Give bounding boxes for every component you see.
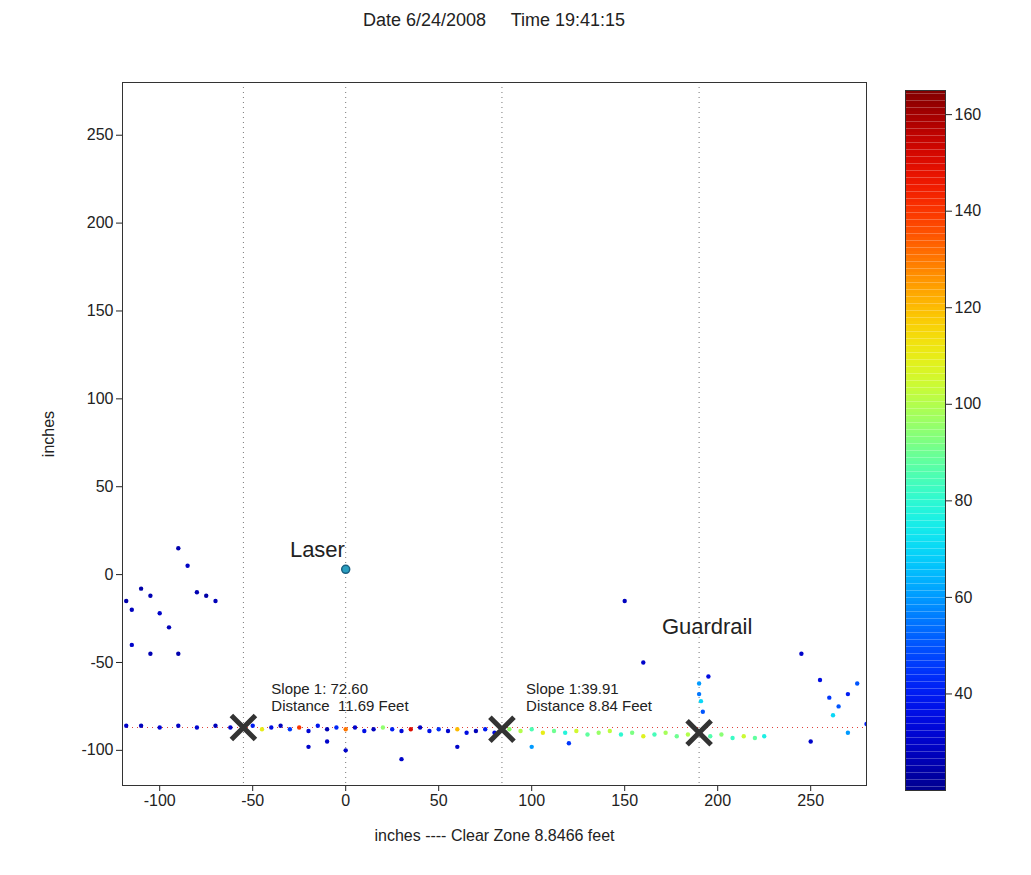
svg-text:80: 80	[955, 492, 973, 509]
svg-text:Slope 1: 72.60: Slope 1: 72.60	[271, 680, 368, 697]
svg-text:0: 0	[105, 566, 114, 583]
svg-text:Distance 11.69 Feet: Distance 11.69 Feet	[271, 697, 409, 714]
svg-text:250: 250	[797, 792, 824, 809]
svg-text:100: 100	[87, 390, 114, 407]
svg-text:50: 50	[430, 792, 448, 809]
svg-text:-50: -50	[241, 792, 264, 809]
svg-text:40: 40	[955, 685, 973, 702]
svg-text:60: 60	[955, 589, 973, 606]
svg-text:200: 200	[704, 792, 731, 809]
html-text:Date 6/24/2008 Time 19:41:15: Date 6/24/2008 Time 19:41:15	[362, 10, 626, 30]
svg-text:Guardrail: Guardrail	[662, 614, 752, 639]
svg-text:Slope 1:39.91: Slope 1:39.91	[526, 680, 619, 697]
svg-text:120: 120	[955, 299, 982, 316]
svg-text:160: 160	[955, 106, 982, 123]
svg-text:inches ---- Clear Zone 8.8466: inches ---- Clear Zone 8.8466 feet	[374, 827, 615, 844]
svg-text:Distance 8.84 Feet: Distance 8.84 Feet	[526, 697, 653, 714]
svg-text:-100: -100	[81, 741, 113, 758]
svg-text:inches: inches	[40, 411, 57, 457]
svg-text:140: 140	[955, 202, 982, 219]
svg-text:-50: -50	[90, 654, 113, 671]
svg-text:150: 150	[87, 302, 114, 319]
svg-text:100: 100	[955, 395, 982, 412]
svg-text:200: 200	[87, 214, 114, 231]
svg-text:Laser: Laser	[290, 537, 345, 562]
svg-text:0: 0	[341, 792, 350, 809]
svg-text:-100: -100	[144, 792, 176, 809]
svg-text:150: 150	[611, 792, 638, 809]
svg-text:250: 250	[87, 126, 114, 143]
svg-text:100: 100	[518, 792, 545, 809]
svg-text:50: 50	[96, 478, 114, 495]
